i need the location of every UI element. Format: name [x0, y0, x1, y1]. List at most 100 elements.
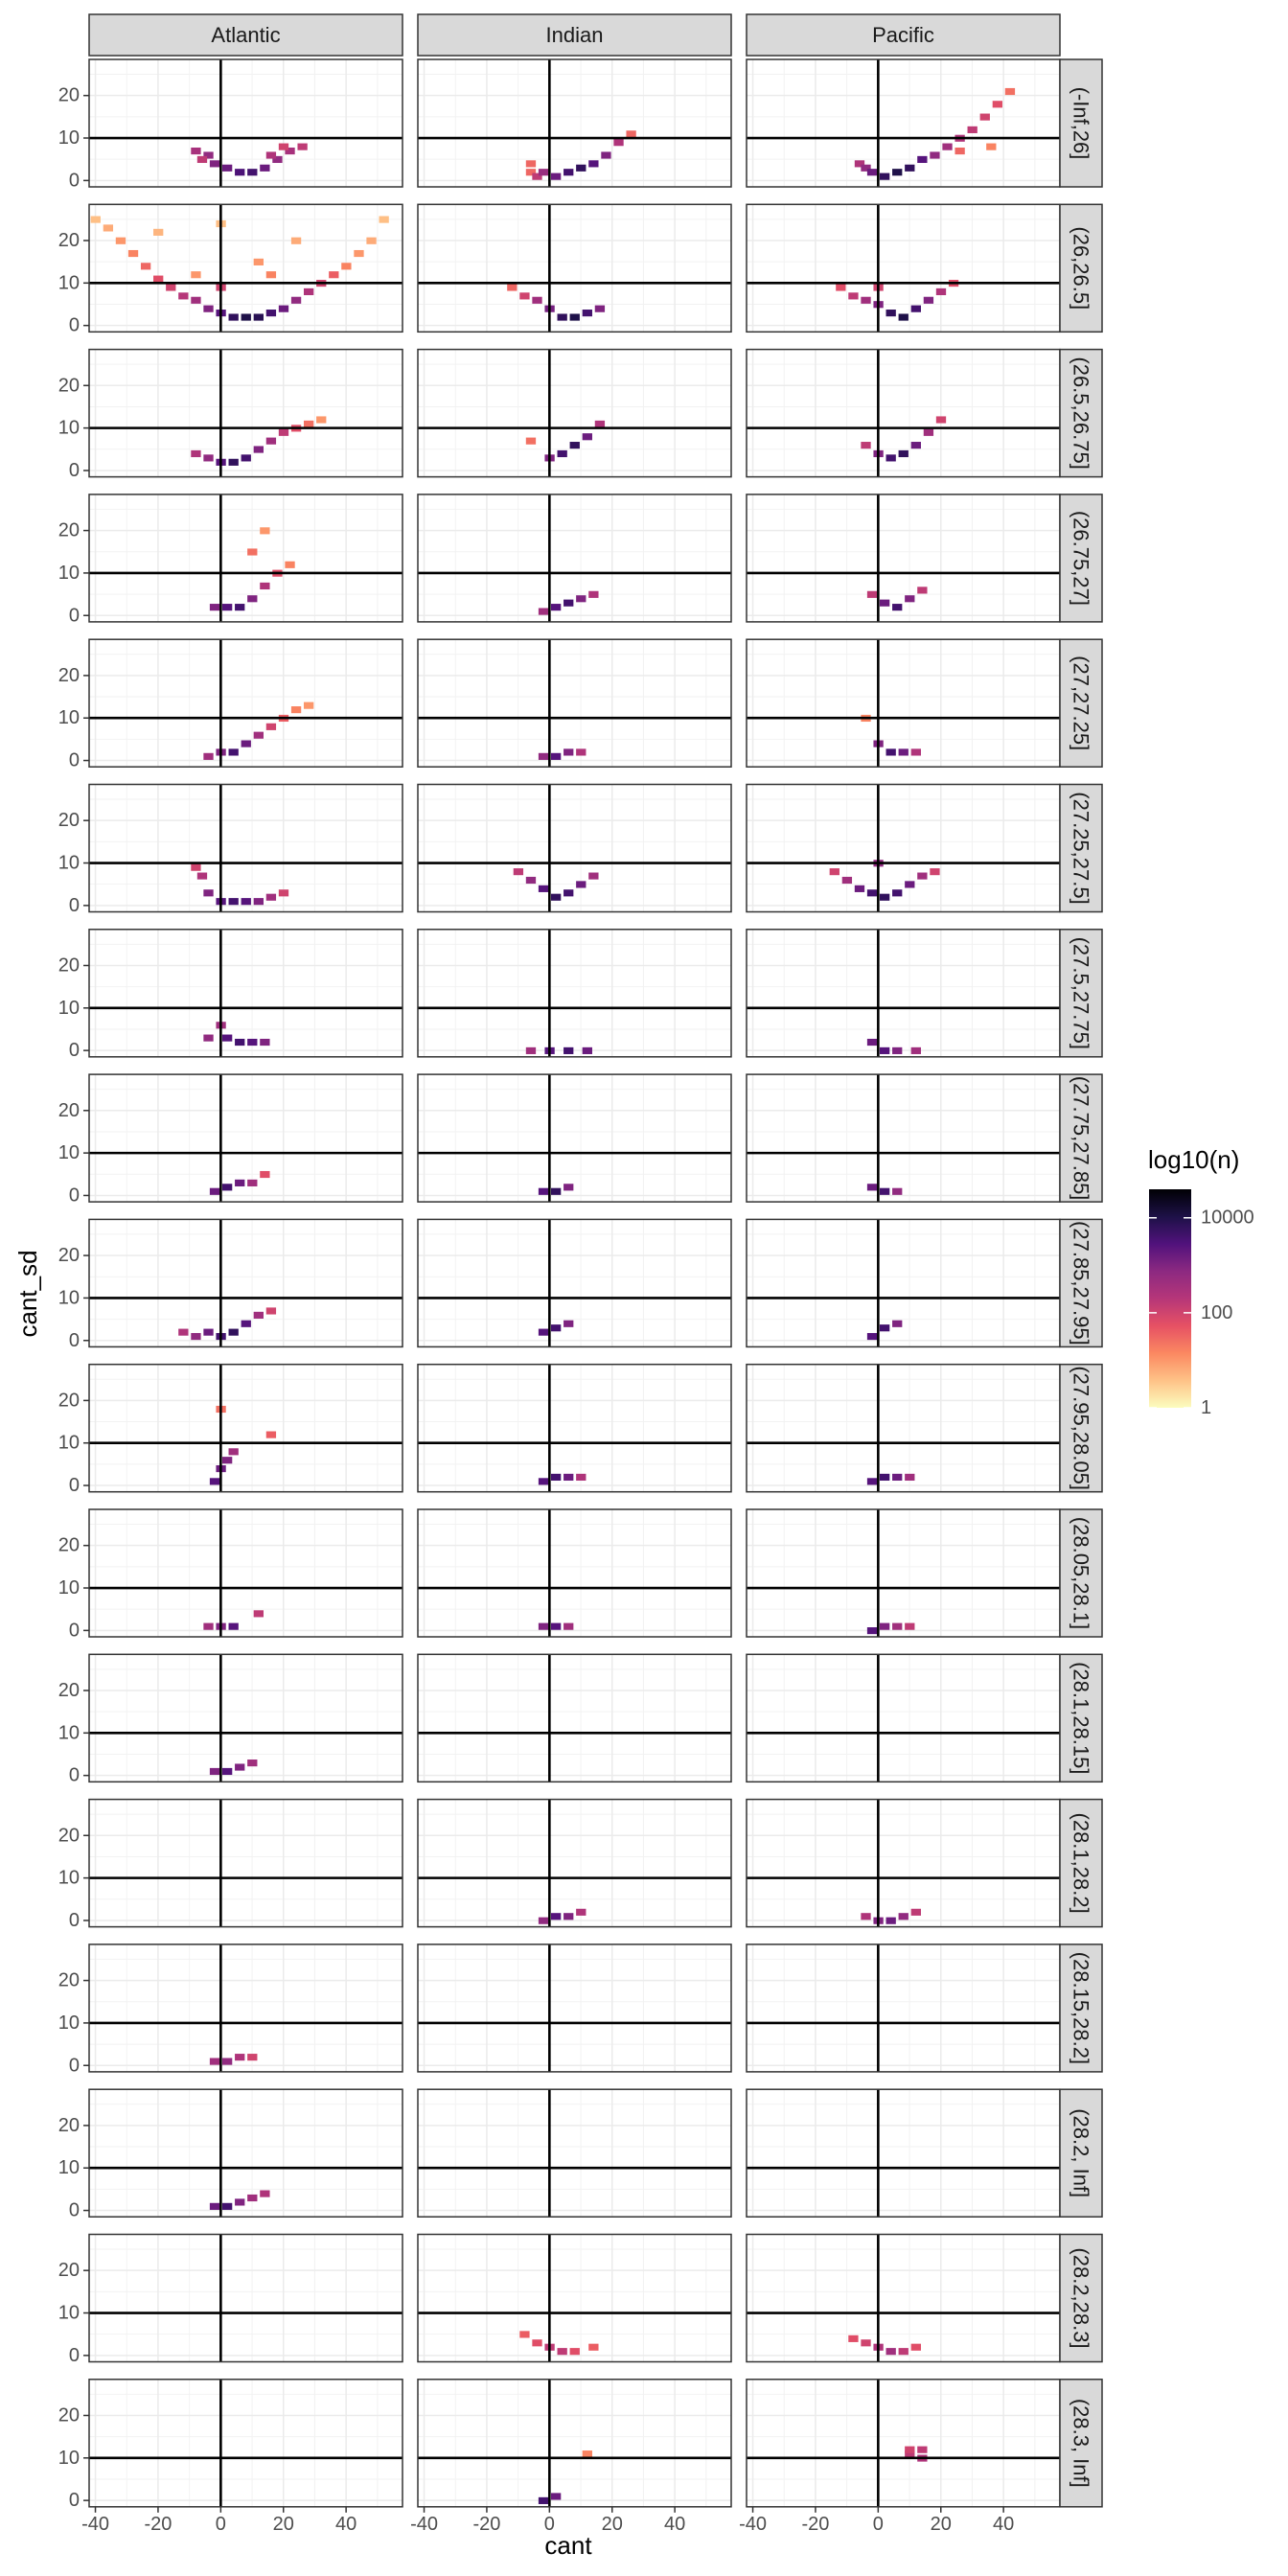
row-strip [1059, 929, 1103, 1058]
panel-border [88, 1944, 403, 2073]
panel-border [88, 2088, 403, 2218]
heatmap-tile [866, 169, 878, 176]
panel-background [418, 1364, 731, 1492]
panel-background [89, 784, 402, 912]
heatmap-tile [557, 2348, 567, 2356]
heatmap-tile [866, 1184, 878, 1191]
panel-background [747, 1219, 1060, 1347]
heatmap-tile [954, 147, 965, 155]
heatmap-tile [626, 130, 636, 138]
heatmap-tile [564, 748, 574, 756]
y-tick-label: 0 [69, 2200, 80, 2221]
heatmap-tile [879, 1187, 890, 1195]
heatmap-tile [235, 2198, 245, 2206]
heatmap-tile [538, 1187, 549, 1195]
row-strip [1059, 2379, 1103, 2508]
column-strip-label: Indian [546, 23, 604, 47]
facet-panel [417, 1798, 732, 1928]
heatmap-tile [910, 1908, 921, 1916]
facet-panel [746, 2088, 1061, 2218]
heatmap-tile [564, 1622, 574, 1630]
heatmap-tile [557, 449, 567, 458]
row-strip-label: (27,27.25] [1070, 656, 1093, 750]
panel-background [89, 1944, 402, 2072]
row-strip-label: (26.5,26.75] [1070, 356, 1093, 469]
y-tick-label: 20 [58, 2404, 80, 2426]
heatmap-tile [140, 263, 151, 270]
heatmap-tile [228, 748, 239, 756]
facet-panel [417, 1944, 732, 2073]
row-strip-label: (-Inf,26] [1070, 87, 1093, 160]
panel-background [418, 1654, 731, 1782]
heatmap-tile [221, 1184, 233, 1191]
heatmap-tile [253, 446, 264, 453]
heatmap-tile [235, 2054, 245, 2061]
heatmap-tile [588, 2343, 599, 2351]
panel-background [418, 639, 731, 768]
y-tick-label: 0 [69, 1184, 80, 1206]
heatmap-tile [209, 1187, 220, 1195]
heatmap-tile [892, 1320, 903, 1327]
panel-background [747, 494, 1060, 622]
facet-strips: (-Inf,26] (26,26.5] (26.5,26.75] (26.75,27]… [88, 13, 1103, 2508]
heatmap-tile [550, 1324, 562, 1332]
facet-panel [417, 783, 732, 913]
heatmap-tile [892, 1187, 903, 1195]
heatmap-tile [221, 1767, 233, 1776]
row-strip [1059, 2233, 1103, 2363]
panel-background [747, 1799, 1060, 1927]
y-tick-label: 10 [58, 998, 80, 1019]
facet-panel [88, 2379, 403, 2508]
axis-ticks: 0 10 20 0 10 20 0 10 20 0 10 20 0 10 20 0 10 20 0 10 20 0 10 20… [58, 85, 1015, 2535]
y-tick-label: 10 [58, 1433, 80, 1454]
x-tick-label: 0 [544, 2514, 555, 2535]
heatmap-tile [278, 889, 289, 897]
heatmap-tile [910, 1046, 921, 1054]
heatmap-tile [866, 1478, 878, 1485]
facet-panel [417, 348, 732, 478]
row-strip [1059, 348, 1103, 478]
y-tick-label: 0 [69, 2055, 80, 2076]
panel-background [89, 1509, 402, 1637]
heatmap-tile [285, 561, 295, 568]
y-tick-label: 0 [69, 895, 80, 916]
facet-panel [746, 1653, 1061, 1783]
facet-panel [88, 1073, 403, 1203]
panel-border [88, 494, 403, 623]
row-strip-label: (27.85,27.95] [1070, 1221, 1093, 1346]
y-tick-label: 10 [58, 1287, 80, 1308]
y-tick-label: 0 [69, 315, 80, 336]
x-tick-label: 0 [873, 2514, 884, 2535]
heatmap-tile [241, 740, 251, 748]
row-strip-label: (28.2, Inf] [1070, 2108, 1093, 2197]
y-tick-label: 20 [58, 665, 80, 686]
heatmap-tile [582, 2450, 592, 2458]
heatmap-tile [253, 258, 264, 265]
heatmap-tile [848, 292, 859, 300]
panel-border [88, 2379, 403, 2508]
column-strip-label: Pacific [872, 23, 934, 47]
row-strip-label: (27.95,28.05] [1070, 1366, 1093, 1490]
heatmap-tile [153, 275, 164, 283]
panel-background [747, 1074, 1060, 1203]
heatmap-tile [886, 2348, 896, 2356]
y-tick-label: 20 [58, 810, 80, 831]
y-tick-label: 10 [58, 563, 80, 584]
heatmap-tile [209, 604, 220, 611]
heatmap-tile [260, 164, 270, 172]
heatmap-tile [203, 151, 214, 159]
panel-background [747, 639, 1060, 768]
heatmap-tile [905, 881, 915, 888]
heatmap-tile [866, 1038, 878, 1046]
y-tick-label: 0 [69, 170, 80, 191]
heatmap-tile [519, 2331, 530, 2338]
panel-border [88, 348, 403, 478]
facet-panel [417, 203, 732, 334]
heatmap-tile [861, 442, 871, 449]
heatmap-tile [935, 416, 947, 424]
heatmap-tile [203, 454, 214, 462]
heatmap-tile [879, 893, 890, 901]
facet-panel [417, 58, 732, 188]
x-tick-label: -20 [801, 2514, 829, 2535]
y-tick-label: 10 [58, 127, 80, 149]
